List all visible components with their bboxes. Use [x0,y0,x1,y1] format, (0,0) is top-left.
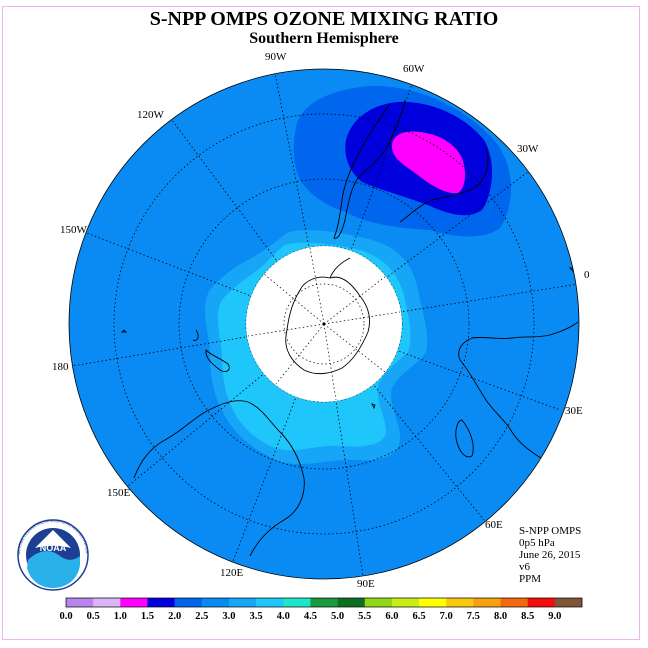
colorbar-swatch [66,598,94,607]
lon-label-180: 180 [52,361,69,373]
colorbar-swatch [147,598,175,607]
colorbar-tick-label: 2.0 [168,611,181,622]
colorbar-tick-label: 1.0 [114,611,127,622]
colorbar-tick-label: 4.0 [277,611,290,622]
figure-frame [2,6,640,640]
map-subtitle: Southern Hemisphere [249,30,399,47]
colorbar: 0.0 0.5 1.0 1.5 2.0 2.5 3.0 3.5 4.0 4.5 5.0 5.5 6.0 6… [59,597,583,622]
colorbar-swatch [446,598,474,607]
lon-label-150e: 150E [107,487,131,499]
colorbar-border [65,597,583,608]
inner-grid [247,247,401,401]
lon-label-30w: 30W [517,143,539,155]
colorbar-swatch [500,598,528,607]
colorbar-swatch [93,598,121,607]
lon-label-150w: 150W [60,224,88,236]
colorbar-swatch [174,598,203,607]
colorbar-tick-label: 9.0 [548,611,561,622]
info-version: v6 [519,561,530,573]
colorbar-tick-label: 2.5 [195,611,208,622]
colorbar-swatch [527,598,556,607]
colorbar-tick-label: 7.5 [467,611,480,622]
colorbar-tick-label: 4.5 [304,611,317,622]
colorbar-swatch [473,598,501,607]
info-date: June 26, 2015 [519,549,581,561]
lon-label-60e: 60E [485,519,503,531]
colorbar-swatch [256,598,284,607]
lon-label-60w: 60W [403,63,425,75]
colorbar-swatch [364,598,393,607]
colorbar-swatch [310,598,338,607]
colorbar-swatch [201,598,230,607]
noaa-logo-text: NOAA [40,543,67,553]
colorbar-tick-label: 7.0 [440,611,453,622]
info-panel: S-NPP OMPS 0p5 hPa June 26, 2015 v6 PPM [519,525,581,585]
colorbar-tick-label: 6.5 [412,611,425,622]
lon-label-90e: 90E [357,578,375,590]
colorbar-tick-label: 3.5 [250,611,263,622]
lon-label-90w: 90W [265,51,287,63]
lon-label-120e: 120E [220,567,244,579]
colorbar-tick-label: 5.5 [358,611,371,622]
south-pole-marker [322,322,326,326]
map-title: S-NPP OMPS OZONE MIXING RATIO [149,8,499,30]
colorbar-tick-label: 8.5 [521,611,534,622]
colorbar-swatch [391,598,420,607]
colorbar-tick-label: 5.0 [331,611,344,622]
colorbar-tick-label: 0.5 [87,611,100,622]
info-instrument: S-NPP OMPS [519,525,582,537]
colorbar-swatch [554,598,583,607]
colorbar-swatch [337,598,366,607]
lon-label-30e: 30E [565,405,583,417]
colorbar-swatch [283,598,311,607]
colorbar-swatch [228,598,257,607]
colorbar-tick-label: 0.0 [59,611,72,622]
lon-label-0: 0 [584,269,590,281]
antarctica-outline [285,257,371,375]
colorbar-tick-label: 8.0 [494,611,507,622]
colorbar-swatch [419,598,447,607]
colorbar-tick-label: 6.0 [385,611,398,622]
colorbar-tick-label: 3.0 [222,611,235,622]
ozone-contour-1p5 [391,131,466,194]
coastlines [120,99,579,557]
lon-label-120w: 120W [137,109,165,121]
colorbar-tick-label: 1.5 [141,611,154,622]
colorbar-swatch [120,598,148,607]
info-units: PPM [519,573,542,585]
info-level: 0p5 hPa [519,537,555,549]
